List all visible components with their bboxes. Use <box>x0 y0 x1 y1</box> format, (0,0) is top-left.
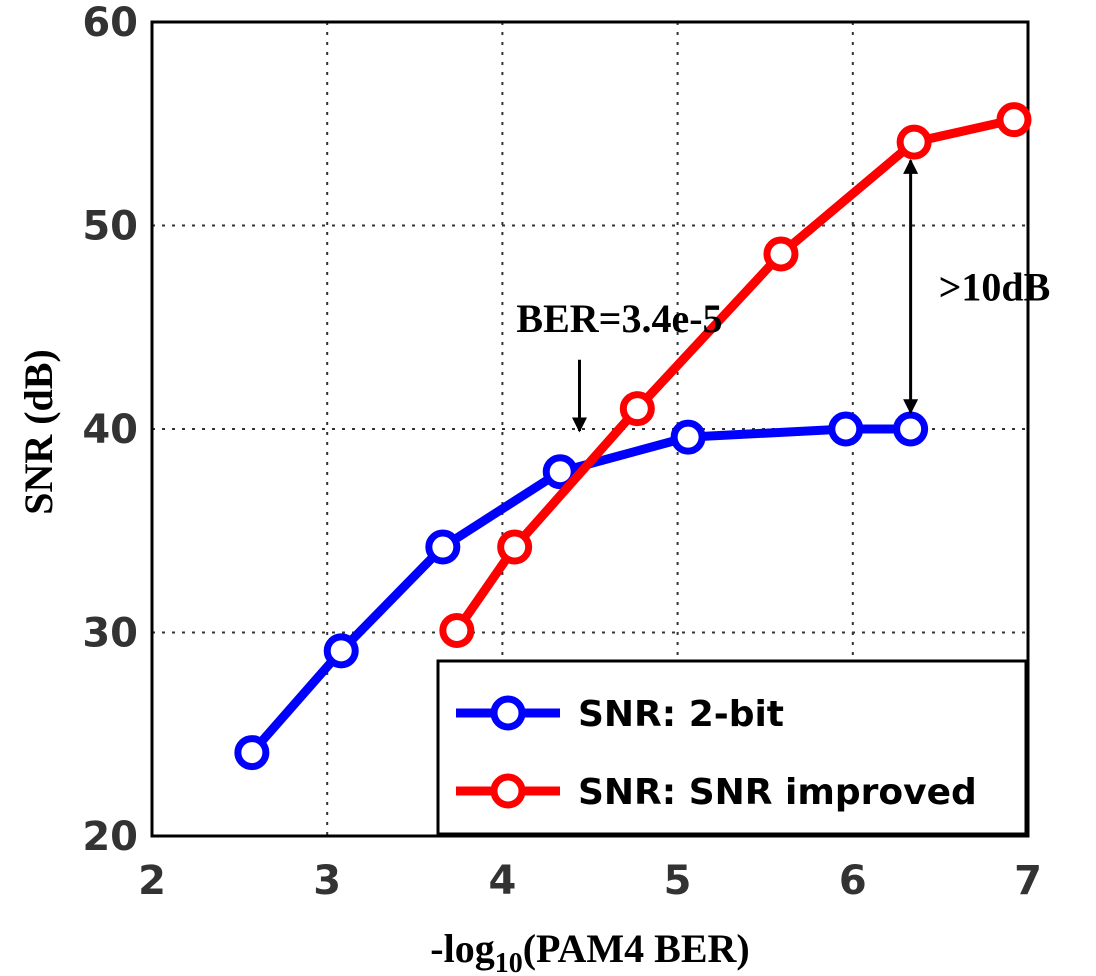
y-axis-label: SNR (dB) <box>16 349 61 515</box>
data-point <box>323 633 359 669</box>
plot-frame <box>150 20 1030 838</box>
y-tick-label-60: 60 <box>82 0 138 46</box>
legend-box <box>436 659 1028 836</box>
data-point <box>234 735 270 771</box>
annotation-label-0: BER=3.4e-5 <box>516 296 722 341</box>
series-group <box>234 102 1032 771</box>
axis-ticks: 2 3 4 5 6 7 20 30 40 50 60 <box>82 0 1042 904</box>
data-point <box>893 411 929 447</box>
y-tick-label-50: 50 <box>82 204 138 250</box>
data-point <box>542 454 578 490</box>
data-point <box>996 102 1032 138</box>
x-axis-label: -log10(PAM4 BER) <box>430 926 749 976</box>
data-point <box>828 411 864 447</box>
annotations: BER=3.4e-5 >10dB <box>516 158 1051 433</box>
series-0 <box>234 411 929 771</box>
data-point <box>619 391 655 427</box>
data-point <box>425 529 461 565</box>
legend-label-1: SNR: SNR improved <box>578 772 977 813</box>
x-tick-label-2: 2 <box>138 858 166 904</box>
x-tick-label-3: 3 <box>313 858 341 904</box>
x-axis-label-subscript: 10 <box>495 948 523 976</box>
series-line-1 <box>453 115 1015 634</box>
annotation-label-1: >10dB <box>939 265 1051 310</box>
data-point <box>497 529 533 565</box>
legend-swatch-marker-0 <box>490 695 526 731</box>
x-tick-label-6: 6 <box>839 858 867 904</box>
y-tick-label-20: 20 <box>82 814 138 860</box>
data-point <box>439 612 475 648</box>
legend-label-0: SNR: 2-bit <box>578 694 784 735</box>
legend: SNR: 2-bit SNR: SNR improved <box>436 659 1028 836</box>
series-1 <box>439 102 1032 648</box>
data-point <box>763 236 799 272</box>
x-tick-label-5: 5 <box>664 858 692 904</box>
x-tick-label-7: 7 <box>1014 858 1042 904</box>
data-point <box>670 419 706 455</box>
x-axis-label-prefix: -log <box>430 926 494 971</box>
y-tick-label-40: 40 <box>82 407 138 453</box>
x-axis-label-suffix: (PAM4 BER) <box>523 926 750 971</box>
y-tick-label-30: 30 <box>82 611 138 657</box>
legend-swatch-marker-1 <box>490 773 526 809</box>
data-point <box>896 124 932 160</box>
x-tick-label-4: 4 <box>488 858 516 904</box>
